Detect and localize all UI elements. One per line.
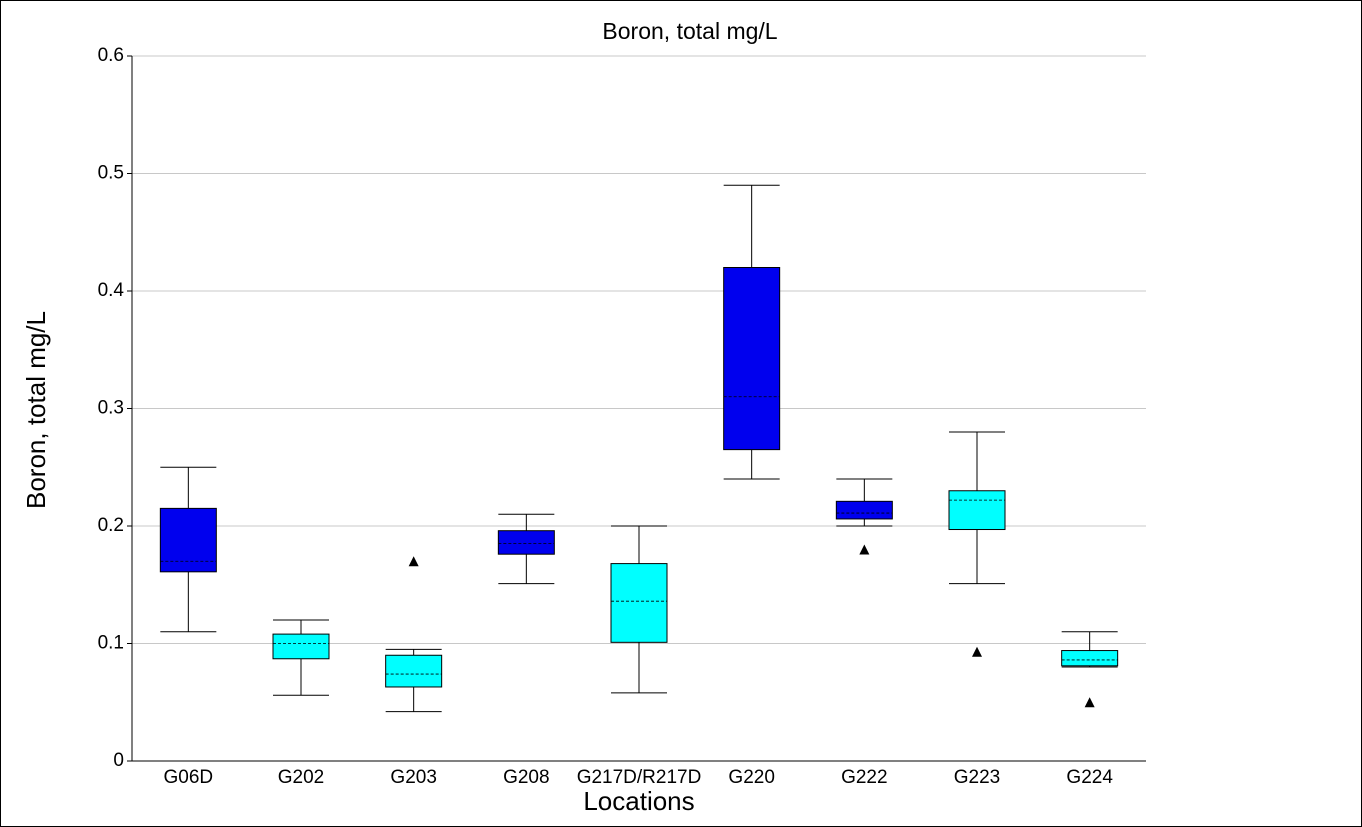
box <box>385 654 443 688</box>
box <box>723 267 781 451</box>
box <box>272 633 330 660</box>
y-tick-label: 0.2 <box>98 515 124 536</box>
x-tick-label: G202 <box>278 767 324 788</box>
x-axis-title: Locations <box>583 786 694 816</box>
x-tick-label: G222 <box>841 767 887 788</box>
y-tick-label: 0.4 <box>98 280 125 301</box>
chart-title: Boron, total mg/L <box>602 18 777 44</box>
y-tick-label: 0.5 <box>98 163 124 184</box>
x-tick-label: G224 <box>1066 767 1113 788</box>
y-tick-label: 0 <box>113 750 124 771</box>
outlier <box>972 646 982 657</box>
y-axis-title: Boron, total mg/L <box>21 311 51 509</box>
box <box>497 530 555 555</box>
x-tick-label: G223 <box>954 767 1000 788</box>
x-tick-label: G220 <box>728 767 774 788</box>
y-tick-label: 0.3 <box>98 398 124 419</box>
y-tick-label: 0.6 <box>98 45 124 66</box>
x-tick-label: G208 <box>503 767 549 788</box>
box <box>159 507 217 573</box>
x-tick-label: G217D/R217D <box>577 767 702 788</box>
box <box>948 490 1006 531</box>
box <box>835 500 893 520</box>
outlier <box>859 544 870 555</box>
outlier <box>1084 697 1095 708</box>
outlier <box>408 556 419 567</box>
x-tick-label: G06D <box>164 767 214 788</box>
y-tick-label: 0.1 <box>98 633 124 654</box>
x-tick-label: G203 <box>390 767 436 788</box>
box <box>610 563 668 643</box>
box <box>1061 650 1119 667</box>
